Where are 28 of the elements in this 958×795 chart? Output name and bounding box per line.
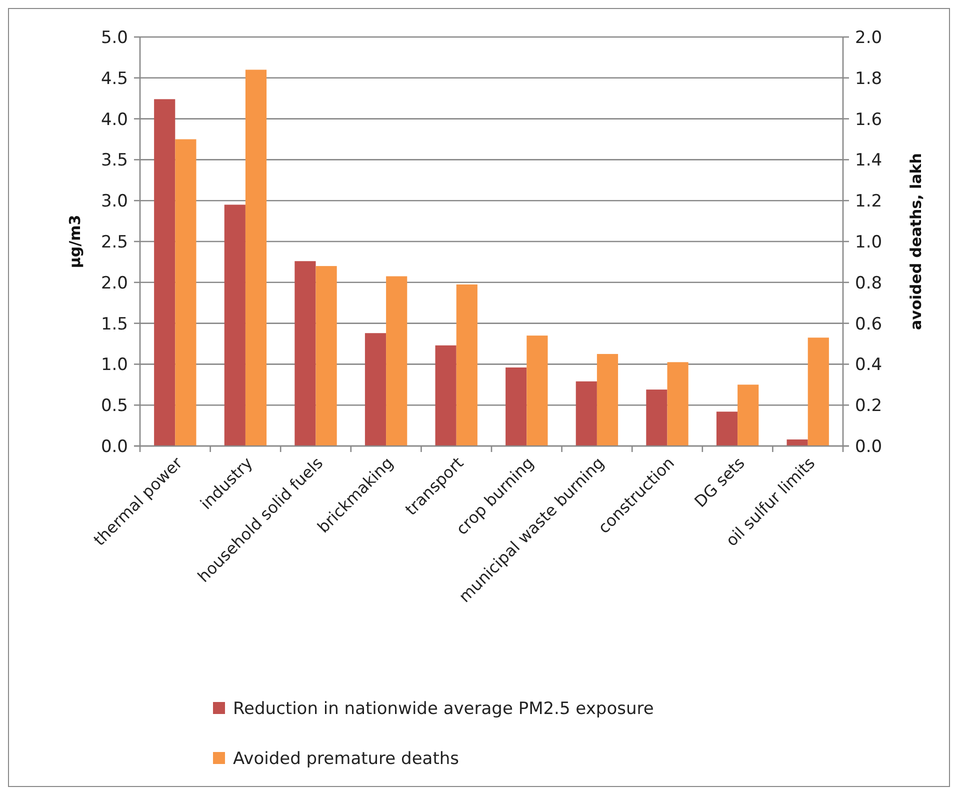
y2-tick-label: 0.6 [855,314,882,334]
y-tick-label: 5.0 [100,28,128,48]
y-tick-label: 4.5 [100,68,128,89]
y-tick-label: 2.0 [100,273,128,294]
y-tick-label: 2.5 [100,232,128,252]
legend-label: Avoided premature deaths [233,748,460,769]
y-axis-title: μg/m3 [66,214,84,268]
y2-tick-label: 0.8 [855,273,882,294]
y2-tick-label: 2.0 [855,28,882,48]
y-tick-label: 0.5 [100,396,128,416]
y2-tick-label: 1.0 [855,232,882,252]
y2-tick-label: 1.6 [855,110,882,130]
y2-tick-label: 1.8 [855,68,882,89]
y-tick-label: 1.0 [100,355,128,376]
y2-tick-label: 0.0 [855,436,882,457]
y-tick-label: 3.5 [100,150,128,171]
y2-axis-title: avoided deaths, lakh [907,153,925,330]
legend-label: Reduction in nationwide average PM2.5 exposure [233,698,654,719]
bar [786,439,808,446]
y2-tick-label: 0.4 [855,355,882,376]
y-tick-label: 0.0 [100,436,128,457]
bar [808,338,829,446]
y-tick-label: 3.0 [100,192,128,212]
y2-tick-label: 1.2 [855,192,882,212]
y2-tick-label: 0.2 [855,396,882,416]
y2-tick-label: 1.4 [855,150,882,171]
y-tick-label: 1.5 [100,314,128,334]
y-tick-label: 4.0 [100,110,128,130]
